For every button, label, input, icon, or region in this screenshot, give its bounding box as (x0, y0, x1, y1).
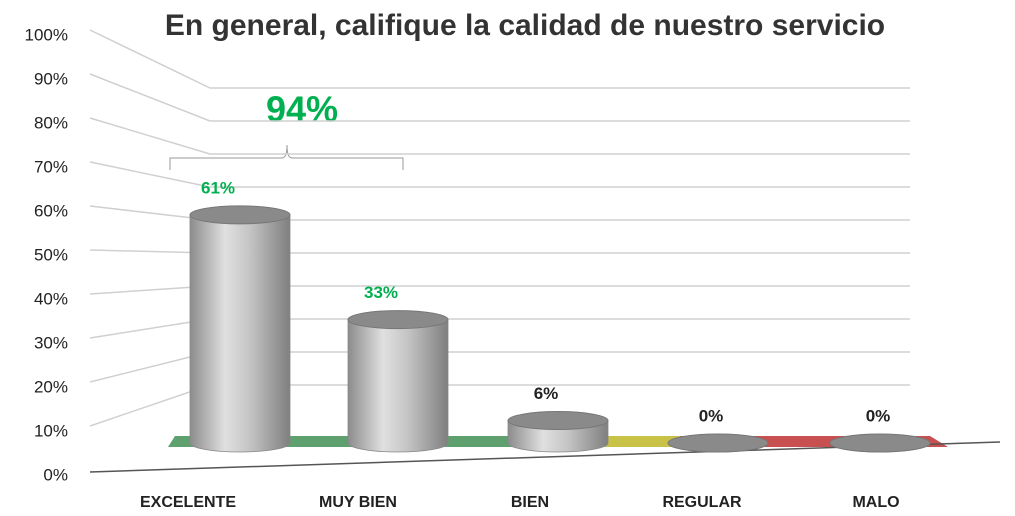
grid-line (89, 161, 910, 188)
y-tick-label: 30% (34, 333, 68, 352)
x-tick-label: REGULAR (662, 494, 742, 511)
bar (829, 433, 931, 453)
bar-part (667, 433, 769, 453)
y-tick-label: 0% (43, 465, 68, 484)
bar-part (507, 411, 609, 431)
y-tick-label: 100% (25, 25, 68, 44)
y-tick-label: 70% (34, 157, 68, 176)
y-tick-label: 60% (34, 201, 68, 220)
bar (507, 411, 609, 453)
value-label: 33% (364, 283, 398, 302)
bar-part (829, 433, 931, 453)
chart-title: En general, califique la calidad de nues… (165, 9, 885, 42)
y-tick-label: 20% (34, 377, 68, 396)
y-tick-label: 90% (34, 69, 68, 88)
value-label: 6% (534, 384, 559, 403)
x-tick-label: MUY BIEN (319, 494, 397, 511)
bar (347, 310, 449, 453)
value-label: 0% (699, 406, 724, 425)
x-tick-label: EXCELENTE (140, 494, 236, 511)
annotation: 94% (266, 89, 338, 130)
x-tick-label: BIEN (511, 494, 549, 511)
x-tick-label: MALO (852, 494, 899, 511)
bar-part (189, 214, 291, 453)
bar-part (347, 310, 449, 330)
grid-line (89, 117, 910, 155)
bracket (169, 144, 404, 170)
y-tick-label: 10% (34, 421, 68, 440)
value-label: 61% (201, 178, 235, 197)
bar-part (189, 205, 291, 225)
grid-line (89, 73, 910, 122)
bar (667, 433, 769, 453)
y-tick-label: 80% (34, 113, 68, 132)
value-label: 0% (866, 406, 891, 425)
grid-line (89, 29, 910, 89)
y-tick-label: 50% (34, 245, 68, 264)
y-tick-label: 40% (34, 289, 68, 308)
bar-part (347, 319, 449, 453)
bar (189, 205, 291, 453)
